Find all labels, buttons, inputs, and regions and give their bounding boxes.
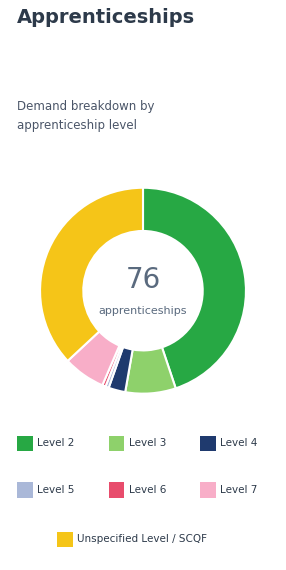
Text: apprenticeships: apprenticeships bbox=[99, 306, 187, 316]
Wedge shape bbox=[40, 188, 143, 361]
Wedge shape bbox=[68, 331, 120, 385]
FancyBboxPatch shape bbox=[109, 482, 124, 498]
FancyBboxPatch shape bbox=[109, 436, 124, 451]
Text: Demand breakdown by
apprenticeship level: Demand breakdown by apprenticeship level bbox=[17, 100, 155, 132]
Text: Unspecified Level / SCQF: Unspecified Level / SCQF bbox=[77, 534, 207, 544]
Text: Level 5: Level 5 bbox=[37, 484, 75, 495]
Text: Level 6: Level 6 bbox=[129, 484, 166, 495]
Wedge shape bbox=[143, 188, 246, 388]
Text: Level 2: Level 2 bbox=[37, 438, 75, 449]
FancyBboxPatch shape bbox=[200, 436, 216, 451]
Text: Level 7: Level 7 bbox=[220, 484, 258, 495]
Text: Apprenticeships: Apprenticeships bbox=[17, 8, 195, 27]
Wedge shape bbox=[106, 347, 123, 388]
FancyBboxPatch shape bbox=[200, 482, 216, 498]
Text: Level 4: Level 4 bbox=[220, 438, 258, 449]
Wedge shape bbox=[109, 347, 133, 392]
Text: 76: 76 bbox=[125, 266, 161, 294]
FancyBboxPatch shape bbox=[17, 482, 33, 498]
FancyBboxPatch shape bbox=[17, 436, 33, 451]
Wedge shape bbox=[125, 347, 176, 394]
FancyBboxPatch shape bbox=[57, 531, 73, 547]
Text: Level 3: Level 3 bbox=[129, 438, 166, 449]
Wedge shape bbox=[102, 345, 121, 386]
